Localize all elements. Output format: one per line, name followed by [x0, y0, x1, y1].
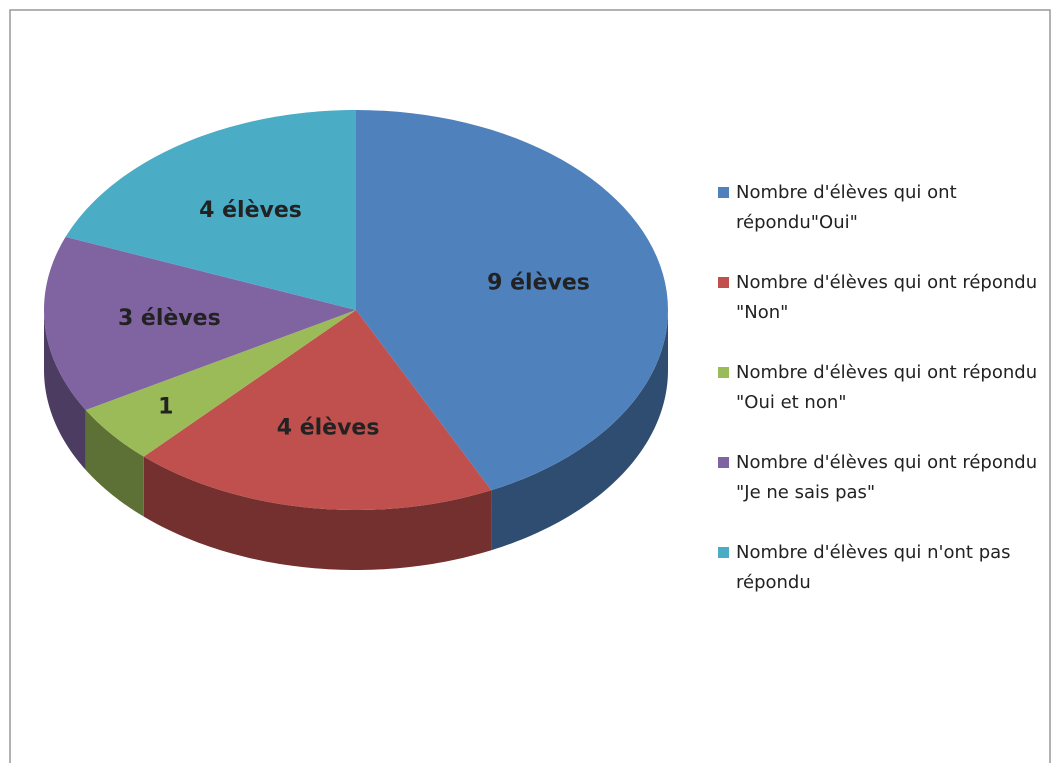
legend-label: Nombre d'élèves qui ont répondu "Oui et … — [736, 362, 1038, 413]
legend-label: Nombre d'élèves qui ont répondu "Non" — [736, 272, 1038, 323]
legend-item: Nombre d'élèves qui ont répondu "Oui et … — [718, 358, 1038, 448]
legend: Nombre d'élèves qui ont répondu"Oui" Nomb… — [718, 178, 1038, 628]
slice-side — [44, 310, 86, 470]
data-label: 4 élèves — [199, 198, 302, 223]
legend-item: Nombre d'élèves qui n'ont pas répondu — [718, 538, 1038, 628]
legend-swatch — [718, 547, 729, 558]
legend-item: Nombre d'élèves qui ont répondu "Je ne s… — [718, 448, 1038, 538]
data-label: 1 — [158, 394, 173, 419]
legend-swatch — [718, 457, 729, 468]
slice — [356, 110, 668, 491]
legend-item: Nombre d'élèves qui ont répondu"Oui" — [718, 178, 1038, 268]
legend-swatch — [718, 187, 729, 198]
frame — [9, 9, 1051, 763]
legend-swatch — [718, 367, 729, 378]
slice-side — [85, 410, 144, 517]
data-label: 9 élèves — [487, 270, 590, 295]
slice — [85, 310, 356, 457]
legend-label: Nombre d'élèves qui n'ont pas répondu — [736, 542, 1011, 593]
legend-label: Nombre d'élèves qui ont répondu "Je ne s… — [736, 452, 1038, 503]
data-label: 4 élèves — [277, 416, 380, 441]
slice-side — [491, 310, 668, 551]
data-label: 3 élèves — [118, 306, 221, 331]
legend-swatch — [718, 277, 729, 288]
slice — [44, 236, 356, 410]
legend-item: Nombre d'élèves qui ont répondu "Non" — [718, 268, 1038, 358]
slice — [65, 110, 357, 310]
legend-label: Nombre d'élèves qui ont répondu"Oui" — [736, 182, 957, 233]
slice-side — [143, 456, 492, 570]
slice — [143, 310, 492, 510]
